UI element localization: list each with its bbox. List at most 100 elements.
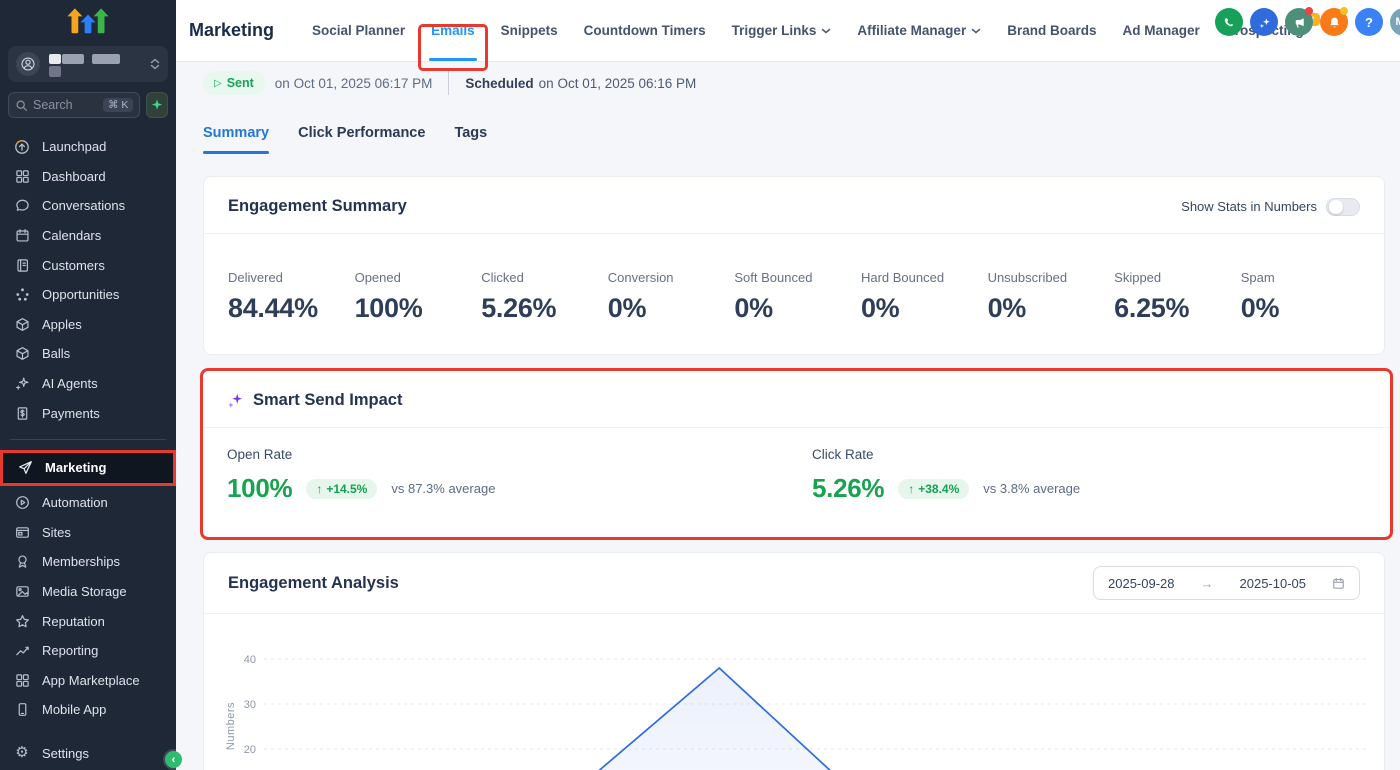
sidebar-item-calendars[interactable]: Calendars — [0, 221, 176, 251]
bell-icon — [1327, 15, 1342, 30]
sidebar-item-opportunities[interactable]: Opportunities — [0, 280, 176, 310]
sidebar-divider — [10, 439, 166, 440]
sidebar-item-label: Reporting — [42, 643, 98, 658]
sidebar-item-app-marketplace[interactable]: App Marketplace — [0, 666, 176, 696]
sidebar-item-reporting[interactable]: Reporting — [0, 636, 176, 666]
tab-social-planner[interactable]: Social Planner — [312, 0, 405, 62]
sidebar-item-label: Memberships — [42, 554, 120, 569]
tab-ad-manager[interactable]: Ad Manager — [1122, 0, 1199, 62]
sidebar-item-dashboard[interactable]: Dashboard — [0, 162, 176, 192]
sidebar-item-media-storage[interactable]: Media Storage — [0, 577, 176, 607]
sidebar-item-launchpad[interactable]: Launchpad — [0, 132, 176, 162]
open-rate-metric: Open Rate 100% ↑+14.5% vs 87.3% average — [227, 447, 812, 504]
engagement-analysis-title: Engagement Analysis — [228, 574, 399, 593]
phone-button[interactable] — [1215, 8, 1243, 36]
notifications-button[interactable] — [1320, 8, 1348, 36]
sidebar-item-memberships[interactable]: Memberships — [0, 547, 176, 577]
help-button[interactable]: ? — [1355, 8, 1383, 36]
sidebar-item-settings[interactable]: ⚙ Settings — [0, 738, 176, 768]
stat-soft-bounced: Soft Bounced0% — [734, 270, 861, 324]
sidebar-search[interactable]: ⌘ K — [8, 92, 140, 118]
cube-icon — [14, 346, 30, 362]
tab-snippets[interactable]: Snippets — [501, 0, 558, 62]
tab-brand-boards[interactable]: Brand Boards — [1007, 0, 1096, 62]
stat-delivered: Delivered84.44% — [228, 270, 355, 324]
email-status-row: ▷ Sent on Oct 01, 2025 06:17 PM Schedule… — [203, 70, 696, 96]
tab-tags[interactable]: Tags — [454, 115, 487, 151]
tab-countdown-timers[interactable]: Countdown Timers — [584, 0, 706, 62]
arrow-up-icon: ↑ — [908, 482, 914, 496]
report-tabs: Summary Click Performance Tags — [203, 115, 487, 151]
stat-skipped: Skipped6.25% — [1114, 270, 1241, 324]
sidebar-item-label: Opportunities — [42, 287, 119, 302]
svg-text:20: 20 — [244, 744, 256, 756]
sidebar-item-label: Automation — [42, 495, 108, 510]
image-icon — [14, 584, 30, 600]
chevron-down-icon — [971, 28, 981, 34]
sidebar-item-label: Calendars — [42, 228, 101, 243]
open-rate-value: 100% — [227, 473, 292, 504]
sidebar: ⌘ K Launchpad Dashboard Conversations Ca… — [0, 0, 176, 770]
top-navigation: Marketing Social Planner Emails Snippets… — [176, 0, 1400, 62]
star-icon — [14, 613, 30, 629]
account-switcher-chevrons-icon — [150, 58, 160, 70]
automation-icon — [14, 495, 30, 511]
sidebar-item-sites[interactable]: Sites — [0, 518, 176, 548]
sidebar-item-payments[interactable]: Payments — [0, 398, 176, 428]
paper-plane-icon — [17, 460, 33, 476]
ai-assistant-button[interactable] — [1250, 8, 1278, 36]
sidebar-item-marketing[interactable]: Marketing — [0, 450, 176, 486]
tab-click-performance[interactable]: Click Performance — [298, 115, 425, 151]
search-input[interactable] — [33, 98, 103, 112]
sidebar-item-mobile-app[interactable]: Mobile App — [0, 695, 176, 725]
user-avatar[interactable]: MD — [1390, 8, 1400, 36]
marketing-tabs: Social Planner Emails Snippets Countdown… — [312, 0, 1304, 62]
scheduled-timestamp: on Oct 01, 2025 06:16 PM — [539, 76, 697, 91]
sidebar-nav-bottom: Marketing Automation Sites Memberships M… — [0, 450, 176, 725]
dashboard-icon — [14, 168, 30, 184]
tab-summary[interactable]: Summary — [203, 115, 269, 151]
ai-sparkle-button[interactable] — [146, 92, 168, 118]
date-from: 2025-09-28 — [1108, 576, 1175, 591]
account-switcher[interactable] — [8, 46, 168, 82]
app-logo[interactable] — [0, 0, 176, 36]
phone-icon — [1222, 15, 1237, 30]
sidebar-collapse-button[interactable]: ‹ — [165, 751, 182, 768]
svg-text:30: 30 — [244, 699, 256, 711]
stat-opened: Opened100% — [355, 270, 482, 324]
sidebar-item-automation[interactable]: Automation — [0, 488, 176, 518]
sidebar-item-ai-agents[interactable]: AI Agents — [0, 369, 176, 399]
chat-bubble-icon — [14, 198, 30, 214]
sidebar-item-reputation[interactable]: Reputation — [0, 606, 176, 636]
grid-icon — [14, 672, 30, 688]
account-avatar-icon — [16, 52, 40, 76]
sidebar-item-apples[interactable]: Apples — [0, 310, 176, 340]
main-content: ▷ Sent on Oct 01, 2025 06:17 PM Schedule… — [176, 62, 1400, 770]
click-rate-average: vs 3.8% average — [983, 481, 1080, 496]
smart-send-impact-card: Smart Send Impact Open Rate 100% ↑+14.5%… — [200, 368, 1393, 540]
stat-unsubscribed: Unsubscribed0% — [988, 270, 1115, 324]
smart-send-title: Smart Send Impact — [253, 391, 402, 410]
tab-emails[interactable]: Emails — [431, 0, 475, 62]
tab-trigger-links[interactable]: Trigger Links — [732, 0, 832, 62]
logo-arrows-icon — [60, 6, 116, 36]
sidebar-item-label: App Marketplace — [42, 673, 140, 688]
sidebar-item-customers[interactable]: Customers — [0, 250, 176, 280]
stat-conversion: Conversion0% — [608, 270, 735, 324]
open-rate-average: vs 87.3% average — [391, 481, 495, 496]
contacts-book-icon — [14, 257, 30, 273]
open-rate-delta-badge: ↑+14.5% — [306, 479, 377, 499]
date-range-picker[interactable]: 2025-09-28 → 2025-10-05 — [1093, 566, 1360, 600]
notification-dot — [1340, 7, 1348, 15]
stat-clicked: Clicked5.26% — [481, 270, 608, 324]
sidebar-item-label: AI Agents — [42, 376, 98, 391]
sidebar-item-label: Apples — [42, 317, 82, 332]
calendar-icon — [14, 228, 30, 244]
search-shortcut-badge: ⌘ K — [103, 98, 133, 112]
sidebar-item-label: Mobile App — [42, 702, 106, 717]
sidebar-item-conversations[interactable]: Conversations — [0, 191, 176, 221]
show-stats-toggle[interactable] — [1326, 198, 1360, 216]
announcements-button[interactable] — [1285, 8, 1313, 36]
sidebar-item-balls[interactable]: Balls — [0, 339, 176, 369]
tab-affiliate-manager[interactable]: Affiliate Manager — [857, 0, 981, 62]
